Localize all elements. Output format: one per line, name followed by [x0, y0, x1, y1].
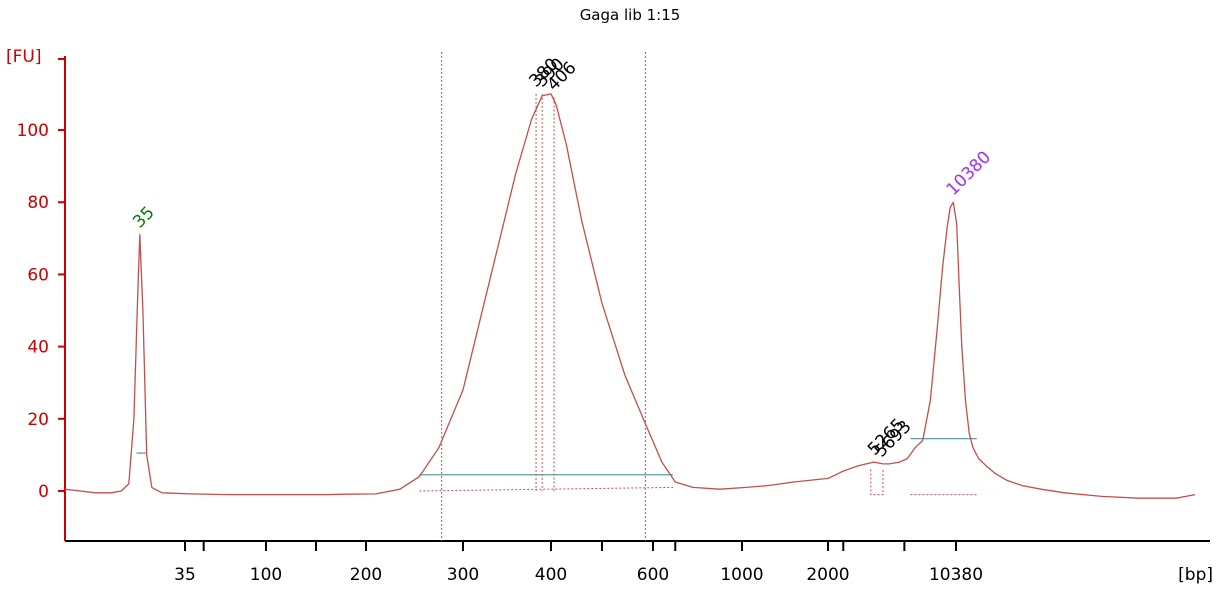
y-tick-label: 20: [27, 410, 49, 430]
x-tick-label: 100: [250, 565, 282, 585]
y-tick-label: 0: [38, 482, 49, 502]
x-tick-label: 10380: [929, 565, 983, 585]
x-tick-label: 200: [350, 565, 382, 585]
x-tick-label: 2000: [806, 565, 849, 585]
y-tick-label: 80: [27, 193, 49, 213]
x-tick-label: 400: [535, 565, 567, 585]
y-tick-label: 40: [27, 338, 49, 358]
x-tick-label: 1000: [720, 565, 763, 585]
peak-integration-box: [870, 469, 884, 496]
chart-title: Gaga lib 1:15: [580, 6, 681, 24]
x-tick-label: 600: [637, 565, 669, 585]
y-axis-unit-label: [FU]: [6, 47, 42, 67]
x-axis-unit-label: [bp]: [1178, 565, 1213, 585]
y-tick-label: 60: [27, 265, 49, 285]
x-tick-label: 35: [174, 565, 196, 585]
main-peak-dotted-baseline: [419, 486, 674, 492]
peak-label: 10380: [943, 147, 995, 199]
peak-label: 35: [129, 203, 158, 232]
fluorescence-trace: [64, 93, 1196, 499]
x-tick-label: 300: [447, 565, 479, 585]
y-tick-label: 100: [17, 121, 49, 141]
